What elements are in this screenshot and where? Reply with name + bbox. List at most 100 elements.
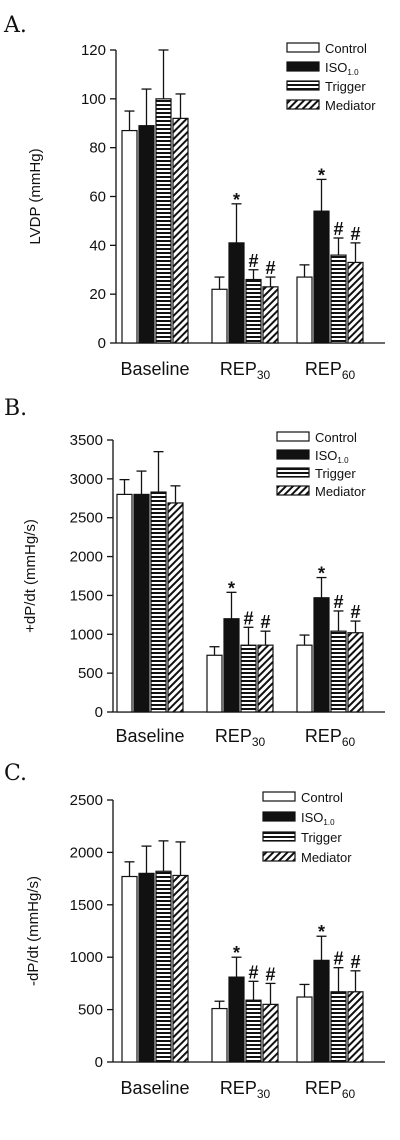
significance-hash: # (265, 964, 275, 984)
bar-control-3 (296, 276, 313, 344)
bar-trigger-1 (150, 491, 167, 713)
panel-letter: C. (4, 761, 27, 786)
legend-swatch-mediator (262, 851, 296, 862)
bar-control-3 (296, 644, 313, 713)
bar-mediator-1 (172, 117, 189, 344)
legend-label: ISO1.0 (325, 60, 359, 77)
x-category-label: REP30 (220, 359, 271, 382)
y-tick-label: 1000 (70, 949, 103, 966)
legend-label: Control (301, 790, 343, 805)
legend-label: Control (325, 41, 367, 56)
y-tick-label: 500 (78, 1002, 103, 1019)
significance-hash: # (333, 949, 343, 969)
bar-mediator-3 (347, 261, 364, 344)
bar-mediator-3 (347, 991, 364, 1063)
y-axis-label: +dP/dt (mmHg/s) (22, 519, 39, 633)
legend-swatch-iso (262, 811, 296, 822)
bar-mediator-1 (172, 874, 189, 1063)
legend-swatch-trigger (262, 831, 296, 842)
bar-iso1-0-3 (313, 210, 330, 344)
bar-iso1-0-2 (228, 976, 245, 1063)
legend-swatch-trigger (276, 467, 310, 478)
legend-swatch-iso (286, 61, 320, 72)
y-tick-label: 40 (89, 237, 106, 254)
bar-trigger-2 (240, 644, 257, 713)
bar-mediator-1 (167, 502, 184, 713)
significance-hash: # (333, 219, 343, 239)
bar-trigger-1 (155, 98, 172, 344)
bar-trigger-3 (330, 254, 347, 344)
y-axis-label: LVDP (mmHg) (27, 148, 44, 244)
y-tick-label: 0 (95, 704, 103, 721)
legend-label: Trigger (325, 79, 366, 94)
y-axis-label: -dP/dt (mmHg/s) (25, 876, 42, 986)
x-category-label: REP60 (305, 1078, 356, 1101)
significance-hash: # (260, 612, 270, 632)
significance-star: * (228, 578, 235, 598)
y-tick-label: 2500 (70, 510, 103, 527)
panel-letter: B. (4, 396, 27, 421)
bar-control-2 (206, 654, 223, 713)
legend-swatch-control (262, 791, 296, 802)
y-tick-label: 500 (78, 665, 103, 682)
bar-mediator-2 (257, 644, 274, 713)
legend-label: Mediator (301, 850, 352, 865)
legend-swatch-control (286, 42, 320, 53)
y-tick-label: 3500 (70, 432, 103, 449)
x-category-label: REP30 (215, 726, 266, 749)
significance-hash: # (248, 251, 258, 271)
bar-trigger-3 (330, 630, 347, 713)
legend-label: Trigger (315, 466, 356, 481)
legend-label: ISO1.0 (301, 810, 335, 827)
y-tick-label: 1500 (70, 897, 103, 914)
legend: Control ISO1.0 Trigger Mediator (286, 41, 376, 113)
y-tick-label: 2000 (70, 549, 103, 566)
x-category-label: REP30 (220, 1078, 271, 1101)
bar-mediator-2 (262, 286, 279, 344)
significance-star: * (318, 165, 325, 185)
bar-trigger-1 (155, 870, 172, 1063)
chart-panel-1: A. 0 20 40 60 80 100 120 LVDP (mmHg) Baseline REP3… (3, 13, 385, 382)
significance-hash: # (243, 608, 253, 628)
significance-hash: # (265, 258, 275, 278)
legend-label: ISO1.0 (315, 448, 349, 465)
bar-mediator-3 (347, 632, 364, 713)
panel-letter: A. (3, 13, 27, 38)
x-category-label: Baseline (120, 359, 189, 379)
y-tick-label: 3000 (70, 471, 103, 488)
y-tick-label: 120 (81, 42, 106, 59)
bar-control-2 (211, 1007, 228, 1063)
y-tick-label: 0 (95, 1054, 103, 1071)
bar-trigger-3 (330, 991, 347, 1063)
bar-control-1 (116, 493, 133, 713)
significance-star: * (233, 943, 240, 963)
bar-trigger-2 (245, 999, 262, 1063)
y-tick-label: 1500 (70, 587, 103, 604)
y-tick-label: 1000 (70, 626, 103, 643)
legend-swatch-mediator (276, 485, 310, 496)
y-tick-label: 20 (89, 286, 106, 303)
x-category-label: REP60 (305, 359, 356, 382)
bar-iso1-0-1 (133, 493, 150, 713)
bar-control-2 (211, 288, 228, 344)
bar-iso1-0-3 (313, 959, 330, 1063)
significance-hash: # (248, 962, 258, 982)
bar-mediator-2 (262, 1003, 279, 1063)
legend-label: Control (315, 430, 357, 445)
y-tick-label: 100 (81, 91, 106, 108)
x-category-label: Baseline (120, 1078, 189, 1098)
x-category-label: Baseline (115, 726, 184, 746)
legend-label: Mediator (325, 98, 376, 113)
y-tick-label: 60 (89, 189, 106, 206)
bar-iso1-0-3 (313, 597, 330, 713)
y-tick-label: 2500 (70, 792, 103, 809)
y-tick-label: 2000 (70, 844, 103, 861)
legend-swatch-control (276, 431, 310, 442)
significance-hash: # (350, 952, 360, 972)
bar-control-1 (121, 129, 138, 344)
legend-swatch-mediator (286, 99, 320, 110)
significance-star: * (233, 190, 240, 210)
